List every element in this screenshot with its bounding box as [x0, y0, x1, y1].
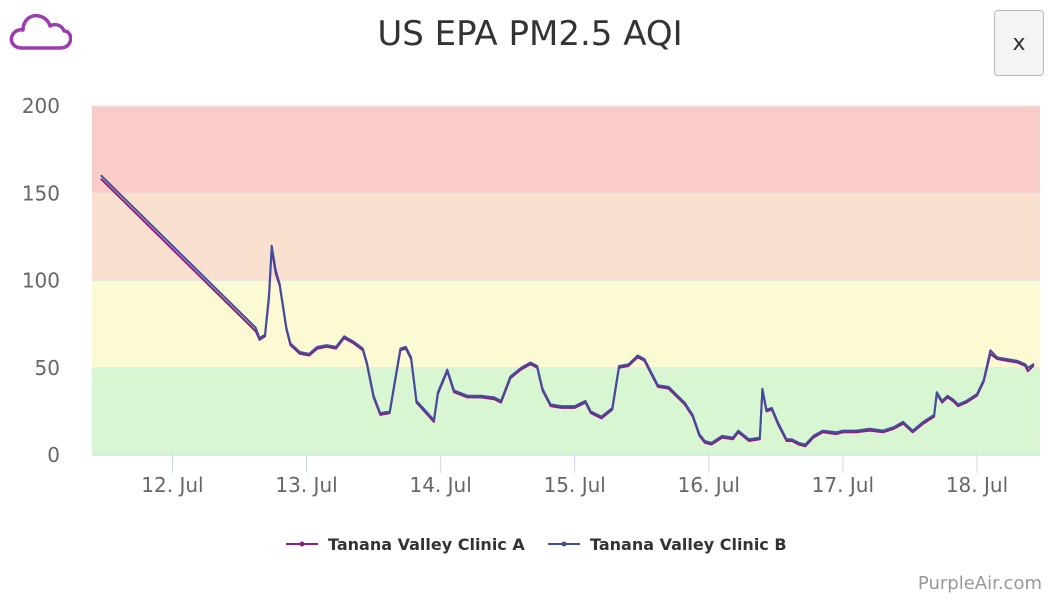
y-tick-label: 200: [22, 94, 60, 118]
legend: Tanana Valley Clinic A Tanana Valley Clin…: [286, 535, 787, 554]
legend-marker: [561, 541, 567, 547]
legend-item-b[interactable]: Tanana Valley Clinic B: [548, 535, 787, 554]
x-tick-label: 16. Jul: [678, 473, 740, 497]
x-tick-label: 17. Jul: [812, 473, 874, 497]
y-tick-label: 100: [22, 269, 60, 293]
x-tick-label: 15. Jul: [544, 473, 606, 497]
legend-label: Tanana Valley Clinic A: [328, 535, 525, 554]
credit-text[interactable]: PurpleAir.com: [917, 573, 1042, 594]
y-tick-label: 150: [22, 181, 60, 205]
legend-item-a[interactable]: Tanana Valley Clinic A: [286, 535, 525, 554]
x-tick-label: 14. Jul: [409, 473, 471, 497]
series-lines: [100, 174, 1035, 448]
y-axis: 0 50 100 150 200: [22, 94, 60, 467]
y-tick-label: 50: [35, 356, 60, 380]
x-tick-label: 12. Jul: [141, 473, 203, 497]
legend-label: Tanana Valley Clinic B: [590, 535, 787, 554]
aqi-band-1: [92, 280, 1040, 368]
series-line-a[interactable]: [100, 178, 1035, 448]
aqi-band-0: [92, 367, 1040, 455]
y-tick-label: 0: [47, 443, 60, 467]
series-line-b[interactable]: [100, 174, 1035, 446]
aqi-band-3: [92, 106, 1040, 194]
x-tick-label: 18. Jul: [946, 473, 1008, 497]
close-button[interactable]: x: [994, 10, 1044, 76]
x-axis: 12. Jul 13. Jul 14. Jul 15. Jul 16. Jul 17. J…: [92, 454, 1040, 497]
x-tick-label: 13. Jul: [275, 473, 337, 497]
cloud-icon[interactable]: [8, 8, 72, 54]
chart-title: US EPA PM2.5 AQI: [377, 14, 683, 54]
aqi-band-2: [92, 193, 1040, 281]
aqi-bands: [92, 106, 1040, 455]
legend-marker: [299, 541, 305, 547]
